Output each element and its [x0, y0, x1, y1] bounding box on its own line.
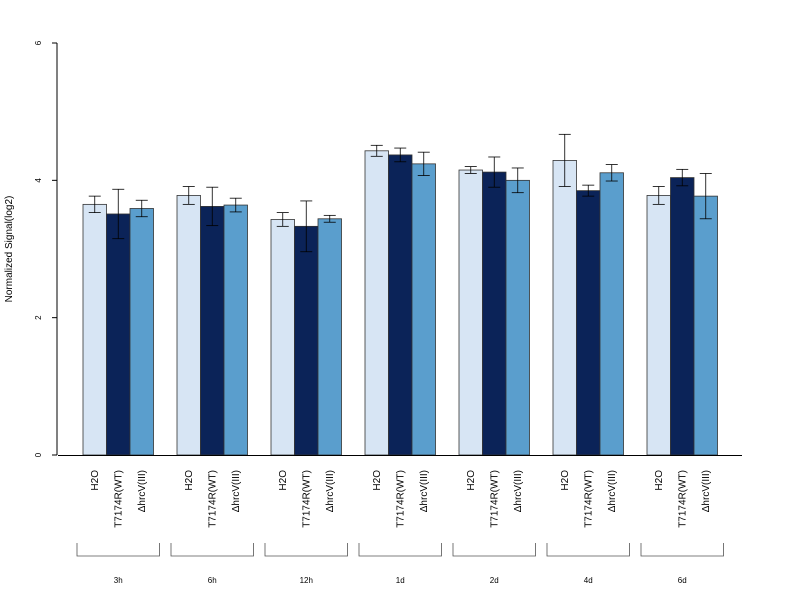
group-brackets: 3h 6h 12h 1d 2d 4d 6d [76, 543, 724, 585]
bar [599, 172, 624, 456]
group-bracket [546, 543, 630, 557]
y-tick-label: 2 [34, 315, 43, 320]
bar-label: T7174R(WT) [489, 470, 500, 528]
bar [458, 169, 483, 456]
bar-labels: H2O T7174R(WT) ΔhrcV(III) H2O T7174R(WT) Δhrc… [90, 470, 712, 528]
group-bracket [640, 543, 724, 557]
bar-label: H2O [372, 470, 383, 491]
bar-label: ΔhrcV(III) [137, 470, 148, 512]
bar-label: H2O [466, 470, 477, 491]
bar [670, 177, 695, 456]
group-label: 2d [490, 576, 499, 585]
error-bars [88, 133, 712, 253]
bar [317, 218, 342, 456]
y-tick-label: 0 [34, 452, 43, 457]
group-label: 1d [396, 576, 405, 585]
group-label: 6h [208, 576, 217, 585]
bar [106, 213, 131, 456]
bar [552, 160, 577, 456]
bar-label: H2O [560, 470, 571, 491]
group-label: 12h [300, 576, 313, 585]
bar [176, 195, 201, 456]
y-axis: 0 2 4 6 [34, 40, 58, 457]
bar [200, 206, 225, 456]
y-tick-label: 4 [34, 178, 43, 183]
bar-label: T7174R(WT) [395, 470, 406, 528]
group-label: 4d [584, 576, 593, 585]
bar [576, 190, 601, 456]
bars [82, 150, 718, 456]
bar-label: T7174R(WT) [301, 470, 312, 528]
bar [364, 150, 389, 456]
bar [129, 208, 154, 456]
bar-label: T7174R(WT) [113, 470, 124, 528]
bar [482, 171, 507, 456]
bar-label: ΔhrcV(III) [231, 470, 242, 512]
bar-label: H2O [184, 470, 195, 491]
group-label: 6d [678, 576, 687, 585]
bar-label: ΔhrcV(III) [325, 470, 336, 512]
bar-label: ΔhrcV(III) [419, 470, 430, 512]
group-bracket [264, 543, 348, 557]
bar [270, 219, 295, 456]
bar [505, 179, 530, 456]
bar-label: H2O [278, 470, 289, 491]
y-tick-label: 6 [34, 40, 43, 45]
bar [646, 195, 671, 456]
bar-label: ΔhrcV(III) [513, 470, 524, 512]
bar-label: H2O [90, 470, 101, 491]
bar-label: T7174R(WT) [207, 470, 218, 528]
bar-label: T7174R(WT) [677, 470, 688, 528]
y-axis-label: Normalized Signal(log2) [4, 196, 15, 303]
bar-label: H2O [654, 470, 665, 491]
bar-label: ΔhrcV(III) [701, 470, 712, 512]
bar [223, 204, 248, 456]
group-bracket [170, 543, 254, 557]
bar-label: ΔhrcV(III) [607, 470, 618, 512]
bar [388, 154, 413, 456]
bar [693, 195, 718, 456]
bar [294, 225, 319, 456]
group-bracket [76, 543, 160, 557]
bar [82, 203, 107, 456]
group-bracket [452, 543, 536, 557]
group-bracket [358, 543, 442, 557]
bar [411, 163, 436, 456]
bar-label: T7174R(WT) [583, 470, 594, 528]
group-label: 3h [114, 576, 123, 585]
